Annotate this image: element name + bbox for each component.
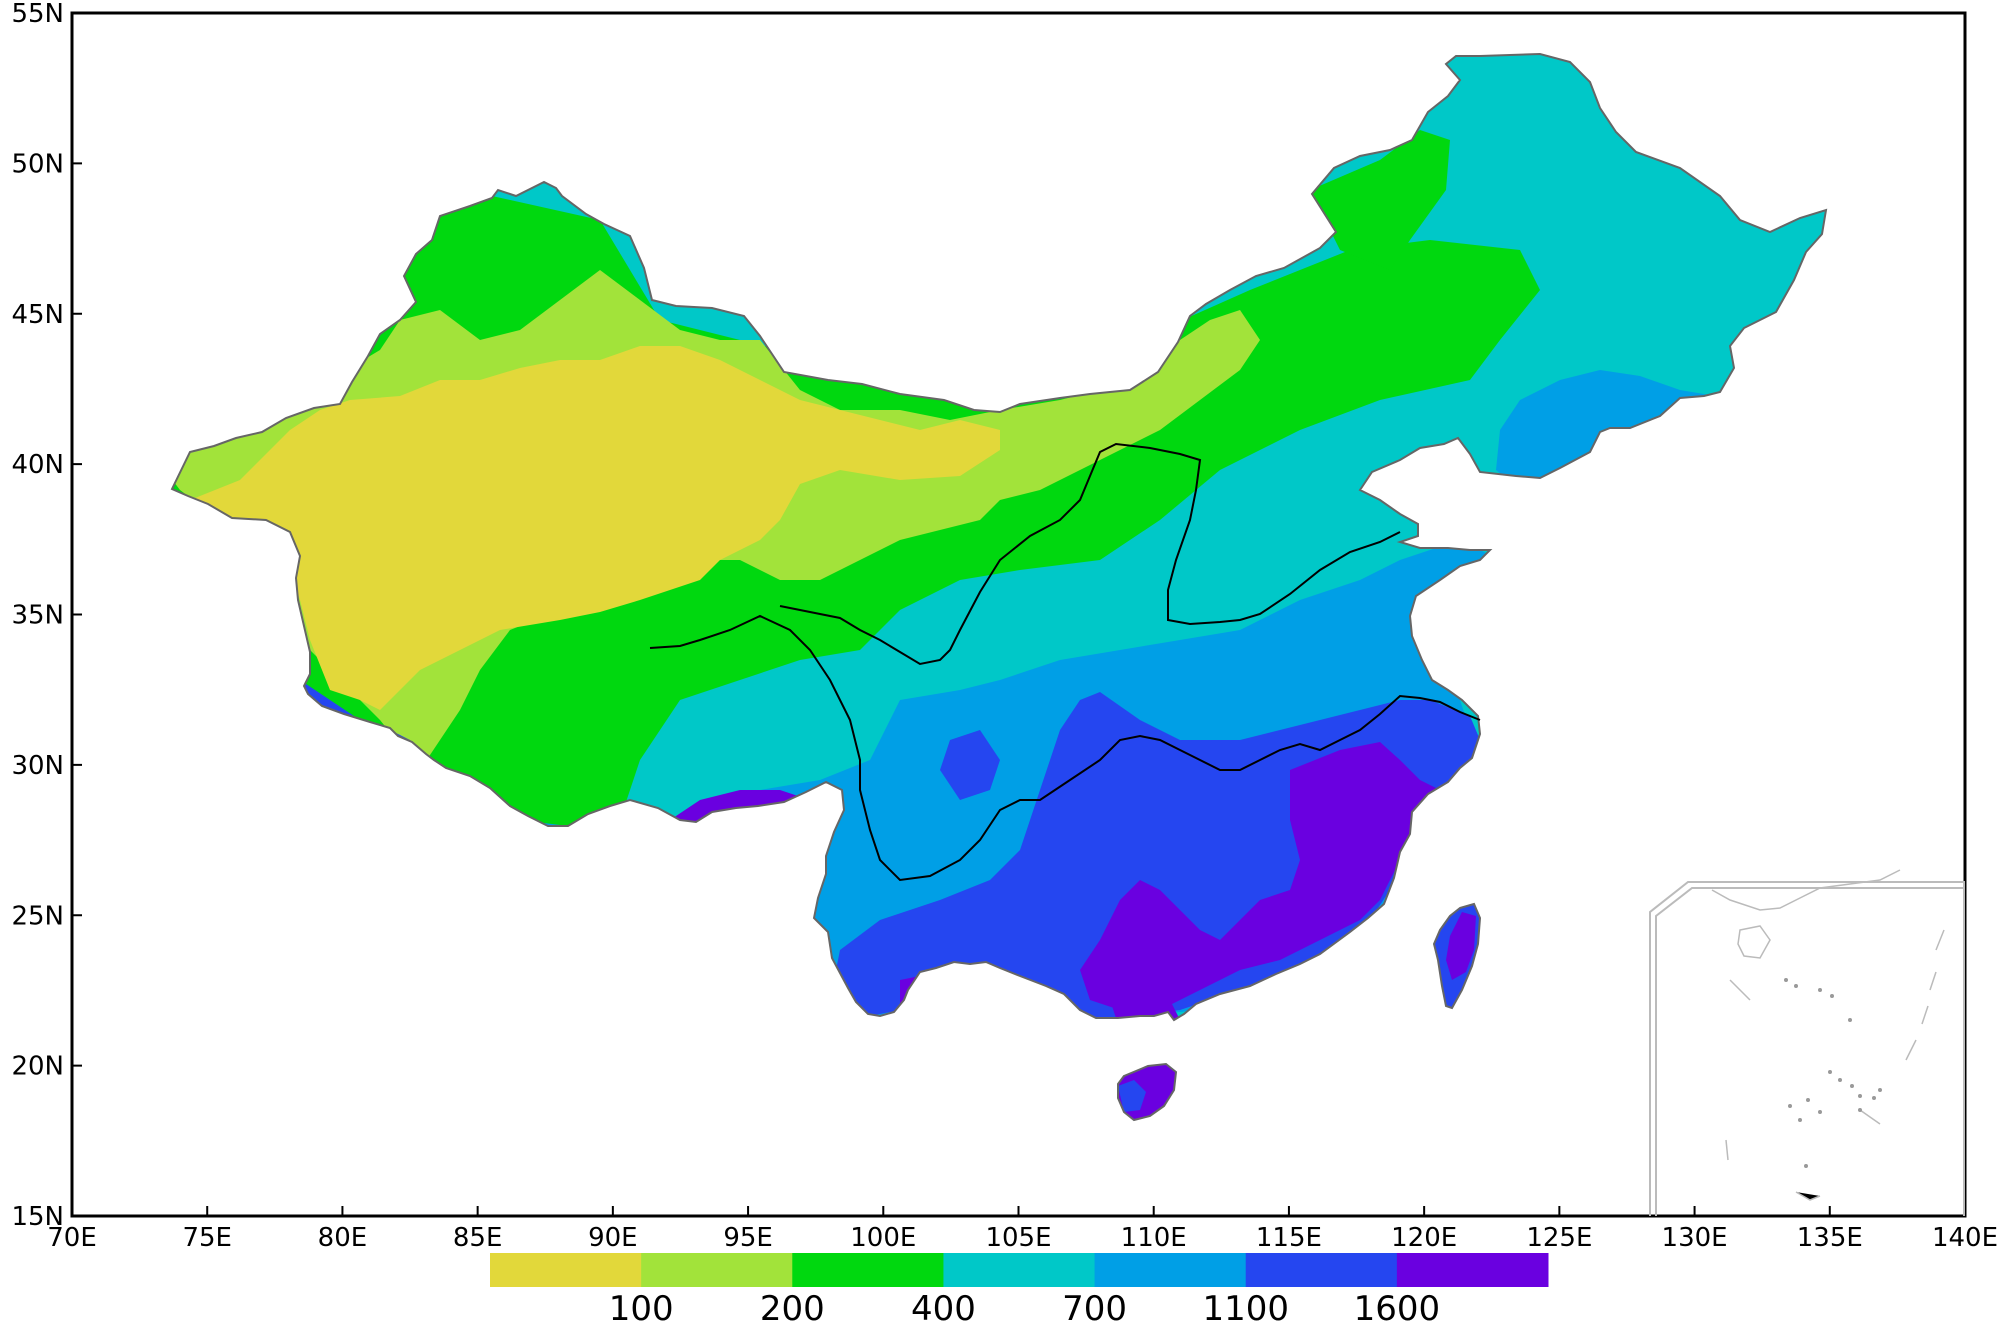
- band-above-1600: [1080, 742, 1440, 1010]
- x-tick-label: 105E: [985, 1223, 1051, 1253]
- x-tick-label: 120E: [1391, 1223, 1457, 1253]
- x-tick-label: 115E: [1256, 1223, 1322, 1253]
- x-axis-ticks: 70E 75E 80E 85E 90E 95E 100E 105E 110E 115E 120E 12…: [47, 1206, 1998, 1253]
- x-tick-label: 140E: [1932, 1223, 1998, 1253]
- colorbar-labels: 100 200 400 700 1100 1600: [609, 1289, 1440, 1325]
- y-tick-label: 20N: [11, 1052, 64, 1082]
- colorbar: [490, 1253, 1549, 1287]
- y-tick-label: 45N: [11, 300, 64, 330]
- x-tick-label: 100E: [850, 1223, 916, 1253]
- y-tick-label: 25N: [11, 901, 64, 931]
- colorbar-swatch: [641, 1253, 793, 1287]
- colorbar-swatch: [1094, 1253, 1247, 1287]
- x-tick-label: 95E: [723, 1223, 773, 1253]
- x-tick-label: 135E: [1797, 1223, 1863, 1253]
- colorbar-label: 400: [911, 1289, 976, 1325]
- colorbar-label: 100: [609, 1289, 674, 1325]
- band-1100-1600-yunnan: [940, 730, 1000, 800]
- colorbar-swatch: [943, 1253, 1096, 1287]
- y-tick-label: 55N: [11, 0, 64, 29]
- band-above-1600-guangxi: [1110, 990, 1180, 1020]
- mainland-outline: [170, 52, 1828, 1022]
- x-tick-label: 90E: [588, 1223, 638, 1253]
- hainan-island: [1117, 1062, 1178, 1122]
- y-tick-label: 15N: [11, 1202, 64, 1232]
- colorbar-label: 200: [760, 1289, 825, 1325]
- x-tick-label: 85E: [453, 1223, 503, 1253]
- colorbar-label: 1600: [1354, 1289, 1441, 1325]
- colorbar-label: 700: [1062, 1289, 1127, 1325]
- colorbar-label: 1100: [1202, 1289, 1289, 1325]
- yangtze-river: [649, 614, 1481, 882]
- x-tick-label: 75E: [182, 1223, 232, 1253]
- y-axis-ticks: 15N 20N 25N 30N 35N 40N 45N 50N 55N: [11, 0, 82, 1232]
- colorbar-swatch: [1396, 1253, 1549, 1287]
- y-tick-label: 40N: [11, 450, 64, 480]
- y-tick-label: 50N: [11, 149, 64, 179]
- x-tick-label: 80E: [318, 1223, 368, 1253]
- taiwan-island: [1432, 902, 1482, 1010]
- y-tick-label: 35N: [11, 601, 64, 631]
- colorbar-swatch: [1245, 1253, 1398, 1287]
- band-below-100: [190, 346, 1000, 710]
- colorbar-swatch: [792, 1253, 944, 1287]
- x-tick-label: 70E: [47, 1223, 97, 1253]
- x-tick-label: 125E: [1526, 1223, 1592, 1253]
- y-tick-label: 30N: [11, 751, 64, 781]
- x-tick-label: 110E: [1121, 1223, 1187, 1253]
- colorbar-swatch: [490, 1253, 642, 1287]
- south-china-sea-inset: [1649, 869, 1965, 1216]
- x-tick-label: 130E: [1662, 1223, 1728, 1253]
- yellow-river: [779, 442, 1401, 666]
- band-200-400-northeast: [1310, 130, 1450, 270]
